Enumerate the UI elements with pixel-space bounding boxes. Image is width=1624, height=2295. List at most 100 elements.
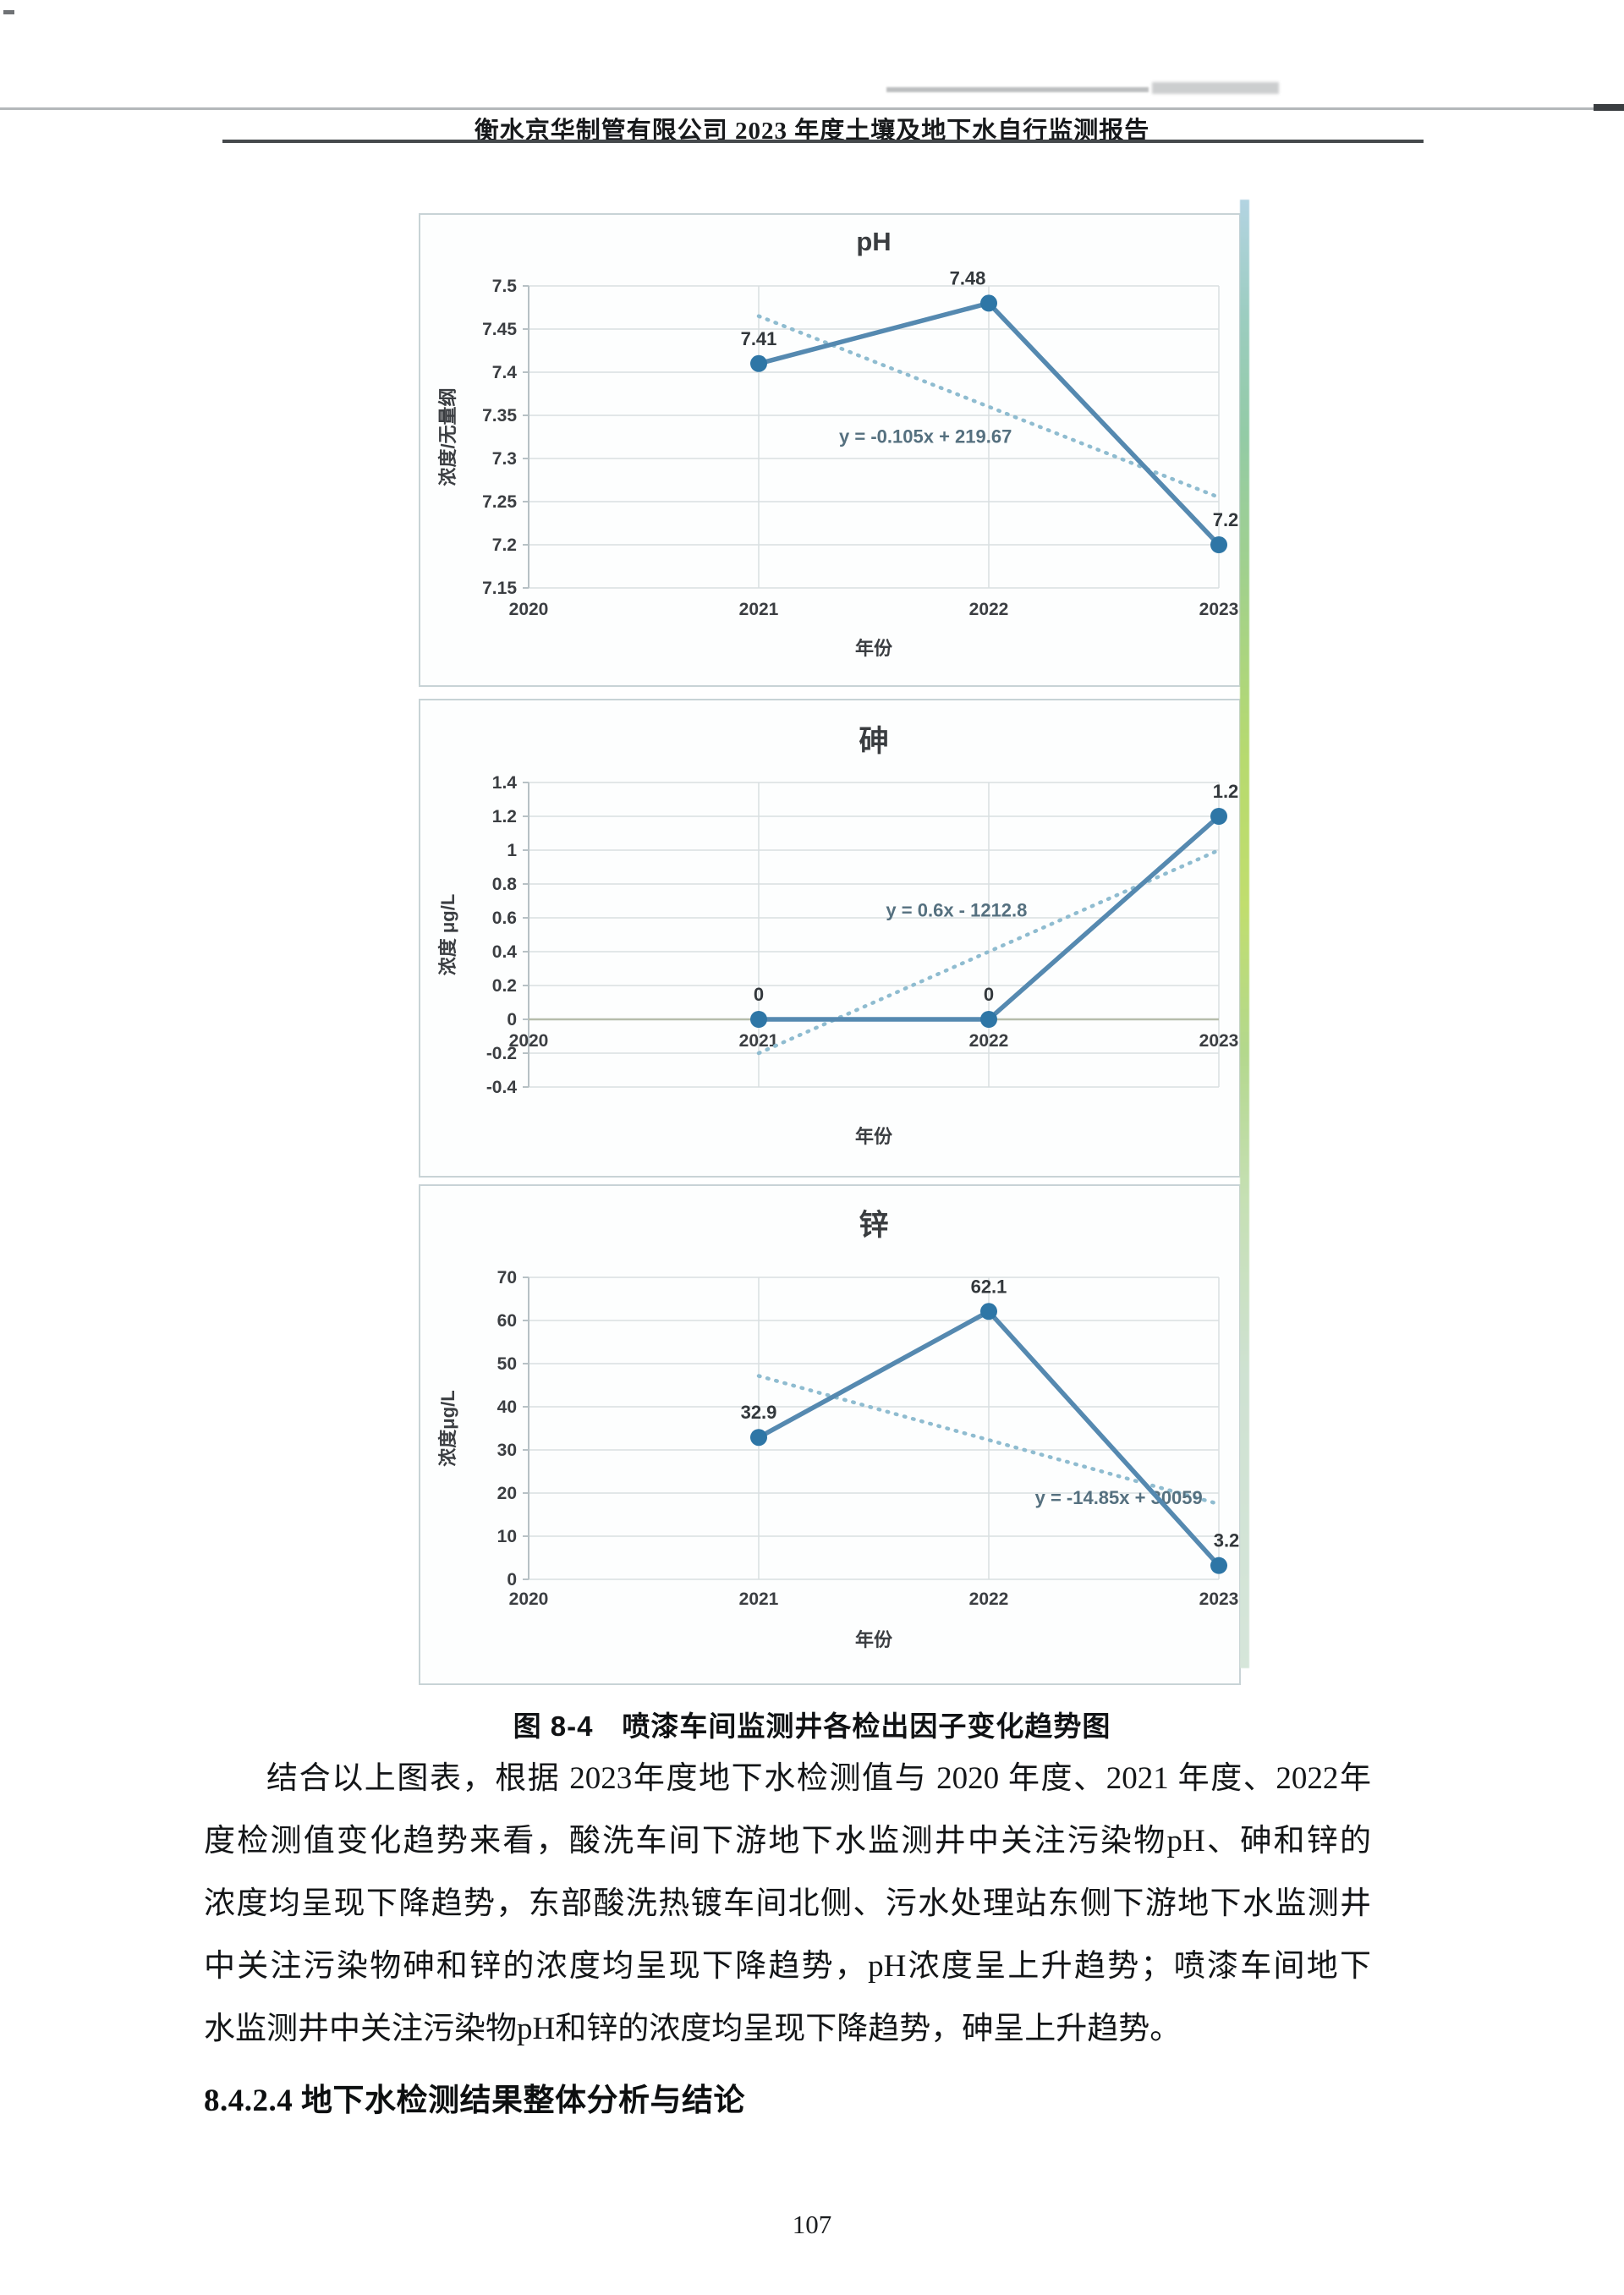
data-points: 32.9 62.1 3.2 xyxy=(741,1276,1240,1574)
svg-text:30: 30 xyxy=(497,1441,517,1460)
trendline xyxy=(756,314,1221,500)
svg-text:2023: 2023 xyxy=(1199,1031,1239,1051)
svg-text:50: 50 xyxy=(497,1354,517,1374)
scan-artifact-smudge xyxy=(1152,82,1279,94)
data-point-label: 0 xyxy=(984,984,994,1005)
data-point-label: 1.2 xyxy=(1213,781,1239,802)
x-axis-title: 年份 xyxy=(855,638,893,659)
chart-border xyxy=(419,1184,1241,1685)
svg-text:20: 20 xyxy=(497,1484,517,1503)
data-point-label: 3.2 xyxy=(1214,1530,1240,1551)
svg-text:70: 70 xyxy=(497,1268,517,1288)
svg-text:2022: 2022 xyxy=(969,600,1009,619)
data-point-marker xyxy=(1210,536,1227,553)
trend-equation: y = -14.85x + 30059 xyxy=(1035,1487,1203,1508)
svg-text:0.8: 0.8 xyxy=(492,875,518,894)
svg-text:40: 40 xyxy=(497,1397,517,1417)
y-gridlines-and-ticks: 70 60 50 40 30 20 10 0 xyxy=(497,1268,1219,1589)
body-paragraph: 结合以上图表，根据 2023年度地下水检测值与 2020 年度、2021 年度、… xyxy=(204,1748,1371,2061)
svg-text:2021: 2021 xyxy=(739,600,779,619)
svg-text:7.3: 7.3 xyxy=(492,449,517,469)
data-points: 7.41 7.48 7.2 xyxy=(741,267,1239,553)
data-point-marker xyxy=(980,1011,997,1028)
y-gridlines-and-ticks: 7.5 7.45 7.4 7.35 7.3 7.25 7.2 7.15 xyxy=(482,277,1219,598)
data-point-label: 7.41 xyxy=(741,328,777,349)
x-gridlines xyxy=(758,1277,1220,1579)
svg-text:7.45: 7.45 xyxy=(482,320,517,339)
data-point-label: 0 xyxy=(754,984,764,1005)
svg-text:7.35: 7.35 xyxy=(482,406,517,426)
paragraph-line: 浓度均呈现下降趋势，东部酸洗热镀车间北侧、污水处理站东侧下游地下水监测井 xyxy=(204,1886,1371,1921)
data-points: 0 01.2 xyxy=(750,781,1238,1028)
svg-text:10: 10 xyxy=(497,1527,517,1546)
svg-text:0.2: 0.2 xyxy=(492,976,517,996)
svg-text:1.2: 1.2 xyxy=(492,807,517,826)
y-axis-title: 浓度/无量纲 xyxy=(437,387,458,486)
paragraph-line: 度检测值变化趋势来看，酸洗车间下游地下水监测井中关注污染物pH、砷和锌的 xyxy=(204,1824,1371,1859)
svg-text:1.4: 1.4 xyxy=(492,773,518,793)
svg-text:7.5: 7.5 xyxy=(492,277,518,296)
paragraph-line: 结合以上图表，根据 2023年度地下水检测值与 2020 年度、2021 年度、… xyxy=(266,1761,1371,1796)
svg-text:0.6: 0.6 xyxy=(492,909,517,928)
scan-color-strip xyxy=(1240,200,1249,1668)
x-tick-labels: 2020 2021 2022 2023 xyxy=(509,600,1239,619)
section-heading-8-4-2-4: 8.4.2.4 地下水检测结果整体分析与结论 xyxy=(204,2084,745,2118)
scan-artifact-smudge xyxy=(886,87,1149,92)
svg-text:0.4: 0.4 xyxy=(492,942,518,962)
svg-text:7.4: 7.4 xyxy=(492,363,518,382)
data-point-label: 32.9 xyxy=(741,1402,777,1423)
chart-title: pH xyxy=(856,227,891,256)
x-axis-title: 年份 xyxy=(855,1629,893,1650)
x-axis-title: 年份 xyxy=(855,1126,893,1147)
data-point-label: 7.2 xyxy=(1213,509,1239,530)
svg-text:0: 0 xyxy=(507,1570,517,1589)
figure-caption: 图 8-4 喷漆车间监测井各检出因子变化趋势图 xyxy=(513,1710,1111,1742)
trend-equation: y = -0.105x + 219.67 xyxy=(839,426,1012,447)
svg-text:2022: 2022 xyxy=(969,1031,1009,1051)
data-point-marker xyxy=(1210,1557,1227,1574)
svg-text:2023: 2023 xyxy=(1199,1589,1239,1609)
data-point-marker xyxy=(980,1303,997,1320)
svg-text:1: 1 xyxy=(507,841,517,860)
scan-artifact-corner xyxy=(3,10,14,14)
svg-text:7.25: 7.25 xyxy=(482,492,517,512)
x-tick-labels: 2020 2021 2022 2023 xyxy=(509,1589,1239,1609)
svg-text:-0.4: -0.4 xyxy=(486,1078,518,1097)
y-axis-title: 浓度μg/L xyxy=(437,1390,458,1466)
header-rule-under xyxy=(222,140,1424,143)
svg-text:60: 60 xyxy=(497,1311,517,1331)
trend-equation: y = 0.6x - 1212.8 xyxy=(886,899,1027,920)
data-point-marker xyxy=(980,294,997,312)
svg-text:-0.2: -0.2 xyxy=(486,1044,517,1063)
svg-text:2021: 2021 xyxy=(739,1031,779,1051)
data-point-label: 62.1 xyxy=(971,1276,1007,1297)
svg-text:2023: 2023 xyxy=(1199,600,1239,619)
header-rule-end-right xyxy=(1594,104,1624,111)
svg-text:2021: 2021 xyxy=(739,1589,779,1609)
svg-text:2020: 2020 xyxy=(509,1031,549,1051)
data-point-marker xyxy=(750,354,767,372)
paragraph-line: 水监测井中关注污染物pH和锌的浓度均呈现下降趋势，砷呈上升趋势。 xyxy=(204,2012,1182,2046)
svg-text:0: 0 xyxy=(507,1010,517,1029)
svg-text:2020: 2020 xyxy=(509,600,549,619)
paragraph-line: 中关注污染物砷和锌的浓度均呈现下降趋势，pH浓度呈上升趋势；喷漆车间地下 xyxy=(204,1949,1371,1984)
header-rule-top xyxy=(0,107,1624,110)
data-point-label: 7.48 xyxy=(950,267,986,288)
data-point-marker xyxy=(750,1011,767,1028)
chart-title: 砷 xyxy=(859,725,888,758)
chart-border xyxy=(419,213,1241,687)
data-point-marker xyxy=(750,1429,767,1447)
chart-title: 锌 xyxy=(859,1209,888,1242)
x-gridlines xyxy=(758,782,1220,1087)
y-axis-title: 浓度 μg/L xyxy=(437,894,458,976)
svg-text:2022: 2022 xyxy=(969,1589,1009,1609)
svg-text:7.15: 7.15 xyxy=(482,579,517,598)
svg-text:2020: 2020 xyxy=(509,1589,549,1609)
page-number: 107 xyxy=(792,2210,832,2239)
x-tick-labels: 2020 2021 2022 2023 xyxy=(509,1031,1239,1051)
chart-border xyxy=(419,699,1241,1178)
